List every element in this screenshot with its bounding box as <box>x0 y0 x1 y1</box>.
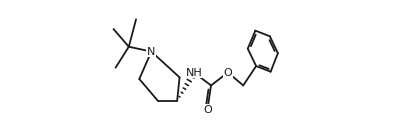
Text: O: O <box>224 68 232 78</box>
Text: N: N <box>147 47 156 57</box>
Text: NH: NH <box>186 68 202 78</box>
Text: O: O <box>203 105 212 115</box>
